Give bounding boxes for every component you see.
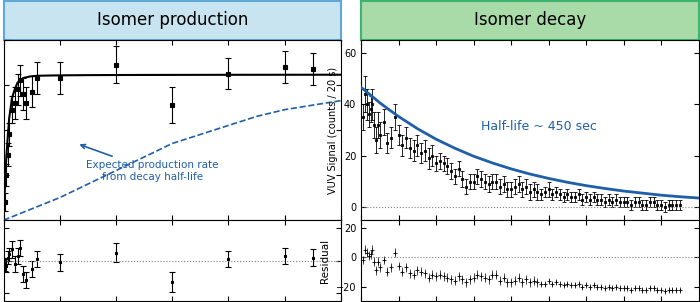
Text: Half-life ~ 450 sec: Half-life ~ 450 sec bbox=[482, 120, 597, 133]
Text: Isomer decay: Isomer decay bbox=[474, 11, 586, 29]
Text: Expected production rate
from decay half-life: Expected production rate from decay half… bbox=[81, 144, 219, 182]
Text: Isomer production: Isomer production bbox=[97, 11, 248, 29]
Y-axis label: Residual: Residual bbox=[321, 239, 330, 283]
Y-axis label: VUV Signal (counts / 20 s): VUV Signal (counts / 20 s) bbox=[328, 66, 338, 194]
